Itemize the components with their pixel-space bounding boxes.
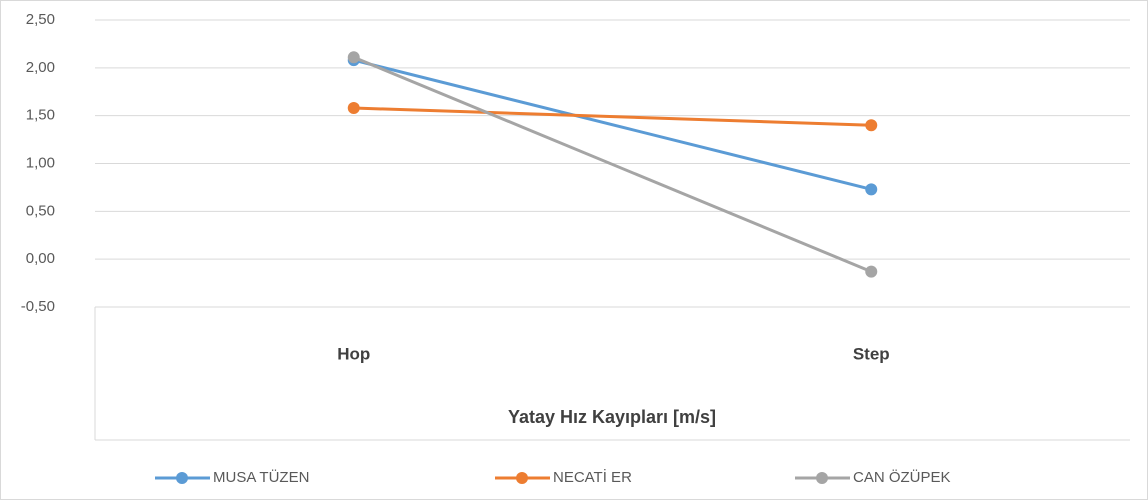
series-line bbox=[353, 55, 872, 273]
series-line bbox=[353, 106, 872, 127]
y-tick-label: 0,00 bbox=[26, 250, 55, 267]
y-tick-label: 2,50 bbox=[26, 11, 55, 28]
x-axis-title: Yatay Hız Kayıpları [m/s] bbox=[508, 407, 716, 427]
y-tick-label: 0,50 bbox=[26, 202, 55, 219]
y-tick-label: 1,50 bbox=[26, 107, 55, 124]
y-tick-label: 1,00 bbox=[26, 154, 55, 171]
x-tick-label: Step bbox=[853, 344, 890, 363]
point bbox=[865, 265, 878, 278]
legend-marker bbox=[516, 472, 528, 484]
legend-marker bbox=[176, 472, 188, 484]
x-tick-label: Hop bbox=[337, 344, 370, 363]
legend-marker bbox=[816, 472, 828, 484]
point bbox=[347, 51, 360, 64]
legend-label: NECATİ ER bbox=[553, 468, 632, 486]
y-tick-label: 2,00 bbox=[26, 59, 55, 76]
legend-label: CAN ÖZÜPEK bbox=[853, 468, 951, 486]
y-tick-label: -0,50 bbox=[21, 298, 55, 315]
series-line bbox=[353, 58, 872, 191]
point bbox=[865, 119, 878, 132]
legend-label: MUSA TÜZEN bbox=[213, 468, 309, 486]
point bbox=[865, 183, 878, 196]
point bbox=[347, 102, 360, 115]
